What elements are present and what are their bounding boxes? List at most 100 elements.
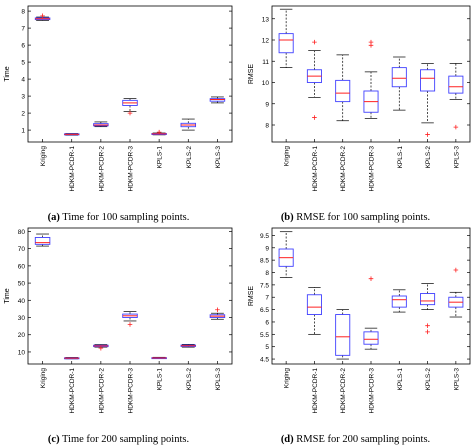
panel-c-ytick-label-4: 50 (18, 281, 26, 288)
panel-d-ylabel: RMSE (248, 286, 255, 307)
panel-a-ytick-label-5: 6 (21, 43, 25, 50)
panel-a-box-4-outlier-0 (156, 129, 162, 135)
panel-a-category-label-2: HDKM-PCDR-2 (98, 146, 105, 192)
panel-a-box-3-outlier-0 (127, 110, 133, 116)
panel-b-box-4 (391, 67, 407, 88)
panel-c-box-2-outlier-0 (98, 345, 104, 351)
panel-c-ytick-label-7: 80 (18, 229, 26, 236)
panel-b-box-5-outlier-0 (425, 132, 430, 137)
panel-b-ytick-label-0: 8 (265, 123, 269, 130)
panel-d-ytick-label-0: 4.5 (260, 357, 269, 364)
panel-c-axes-frame (27, 227, 233, 365)
panel-a-category-label-6: KPLS-3 (215, 146, 222, 169)
panel-b-category-label-0: Kriging (284, 146, 291, 167)
panel-d-box-3 (363, 331, 379, 345)
panel-b-ytick-label-4: 12 (262, 38, 270, 45)
panel-b-box-3-outlier-1 (368, 43, 374, 48)
panel-d-box-4 (391, 295, 407, 308)
panel-d-ytick-label-6: 7.5 (260, 282, 269, 289)
panel-b-axes-frame (271, 5, 471, 143)
caption-b-letter: (b) (280, 212, 294, 223)
caption-c-text: Time for 200 sampling points. (62, 434, 190, 445)
panel-a-box-0-outlier-0 (40, 13, 45, 19)
panel-d-box-6-outlier-0 (453, 267, 459, 273)
panel-b-box-1-outlier-1 (312, 115, 317, 120)
panel-a-ytick-label-7: 8 (21, 9, 25, 16)
panel-a-ytick-label-3: 4 (21, 77, 25, 84)
panel-c-ytick-label-1: 20 (18, 332, 26, 339)
panel-c-category-label-5: KPLS-2 (186, 368, 193, 391)
panel-d-ytick-label-2: 5.5 (260, 332, 269, 339)
panel-d-axes-frame (271, 227, 471, 365)
panel-d-ytick-label-1: 5 (265, 344, 269, 351)
panel-c-ylabel: Time (4, 288, 11, 303)
panel-d-category-label-1: HDKM-PCDR-1 (312, 368, 319, 414)
caption-b: (b) RMSE for 100 sampling points. (237, 212, 474, 223)
panel-d-ytick-label-9: 9 (265, 245, 269, 252)
panel-d-box-5-outlier-1 (425, 329, 430, 335)
panel-a-ytick-label-0: 1 (21, 128, 25, 135)
panel-c-category-label-6: KPLS-3 (215, 368, 222, 391)
panel-b-ytick-label-5: 13 (262, 16, 270, 23)
panel-a-ytick-label-2: 3 (21, 94, 25, 101)
panel-a-ytick-label-6: 7 (21, 26, 25, 33)
panel-c-box-3-outlier-0 (127, 322, 133, 327)
panel-d-box-5-outlier-0 (425, 323, 430, 328)
panel-d-box-3-outlier-0 (368, 276, 374, 281)
panel-c-ytick-label-5: 60 (18, 263, 26, 270)
panel-c-box-0 (34, 237, 51, 245)
panel-b-category-label-1: HDKM-PCDR-1 (312, 146, 319, 192)
panel-a-ylabel: Time (4, 66, 11, 81)
panel-c-category-label-3: HDKM-PCDR-3 (128, 368, 135, 414)
panel-b-category-label-3: HDKM-PCDR-3 (369, 146, 376, 192)
panel-c-ytick-label-2: 30 (18, 315, 26, 322)
caption-d: (d) RMSE for 200 sampling points. (237, 434, 474, 445)
caption-a-text: Time for 100 sampling points. (62, 212, 190, 223)
panel-c-category-label-0: Kriging (40, 368, 47, 389)
panel-b-box-6 (448, 75, 464, 94)
caption-c-letter: (c) (47, 434, 60, 445)
panel-a-category-label-1: HDKM-PCDR-1 (69, 146, 76, 192)
panel-b-box-2 (335, 79, 351, 103)
caption-b-text: RMSE for 100 sampling points. (296, 212, 431, 223)
caption-a: (a) Time for 100 sampling points. (0, 212, 237, 223)
panel-a-category-label-5: KPLS-2 (186, 146, 193, 169)
panel-d-ytick-label-8: 8.5 (260, 258, 269, 265)
panel-b-ytick-label-1: 9 (265, 101, 269, 108)
panel-d-ytick-label-10: 9.5 (260, 233, 269, 240)
panel-b-box-1-outlier-0 (312, 39, 317, 45)
panel-d-category-label-3: HDKM-PCDR-3 (369, 368, 376, 414)
panel-c-category-label-2: HDKM-PCDR-2 (98, 368, 105, 414)
panel-c-ytick-label-6: 70 (18, 246, 26, 253)
panel-d-category-label-4: KPLS-1 (397, 368, 404, 391)
panel-d-ytick-label-4: 6.5 (260, 307, 269, 314)
panel-b-category-label-4: KPLS-1 (397, 146, 404, 169)
panel-c-box-6-outlier-0 (215, 307, 220, 313)
panel-a-category-label-3: HDKM-PCDR-3 (128, 146, 135, 192)
panel-d-category-label-2: HDKM-PCDR-2 (340, 368, 347, 414)
caption-a-letter: (a) (47, 212, 60, 223)
panel-c-category-label-1: HDKM-PCDR-1 (69, 368, 76, 414)
panel-d-category-label-6: KPLS-3 (453, 368, 460, 391)
panel-a-axes-frame (27, 5, 233, 143)
panel-b-category-label-5: KPLS-2 (425, 146, 432, 169)
panel-d-ytick-label-3: 6 (265, 319, 269, 326)
panel-c-category-label-4: KPLS-1 (157, 368, 164, 391)
panel-d-category-label-5: KPLS-2 (425, 368, 432, 391)
panel-d-box-5 (420, 293, 436, 306)
panel-b-ylabel: RMSE (248, 64, 255, 85)
panel-c-ytick-label-0: 10 (18, 349, 26, 356)
panel-d-ytick-label-5: 7 (265, 295, 269, 302)
panel-a-category-label-4: KPLS-1 (157, 146, 164, 169)
caption-d-letter: (d) (280, 434, 294, 445)
panel-b-box-5 (420, 69, 436, 92)
panel-b-ytick-label-3: 11 (262, 59, 269, 66)
panel-d-ytick-label-7: 8 (265, 270, 269, 277)
panel-d-category-label-0: Kriging (284, 368, 291, 389)
panel-c-ytick-label-3: 40 (18, 298, 26, 305)
panel-b-category-label-6: KPLS-3 (453, 146, 460, 169)
panel-a-ytick-label-4: 5 (21, 60, 25, 67)
caption-c: (c) Time for 200 sampling points. (0, 434, 237, 445)
caption-d-text: RMSE for 200 sampling points. (296, 434, 431, 445)
